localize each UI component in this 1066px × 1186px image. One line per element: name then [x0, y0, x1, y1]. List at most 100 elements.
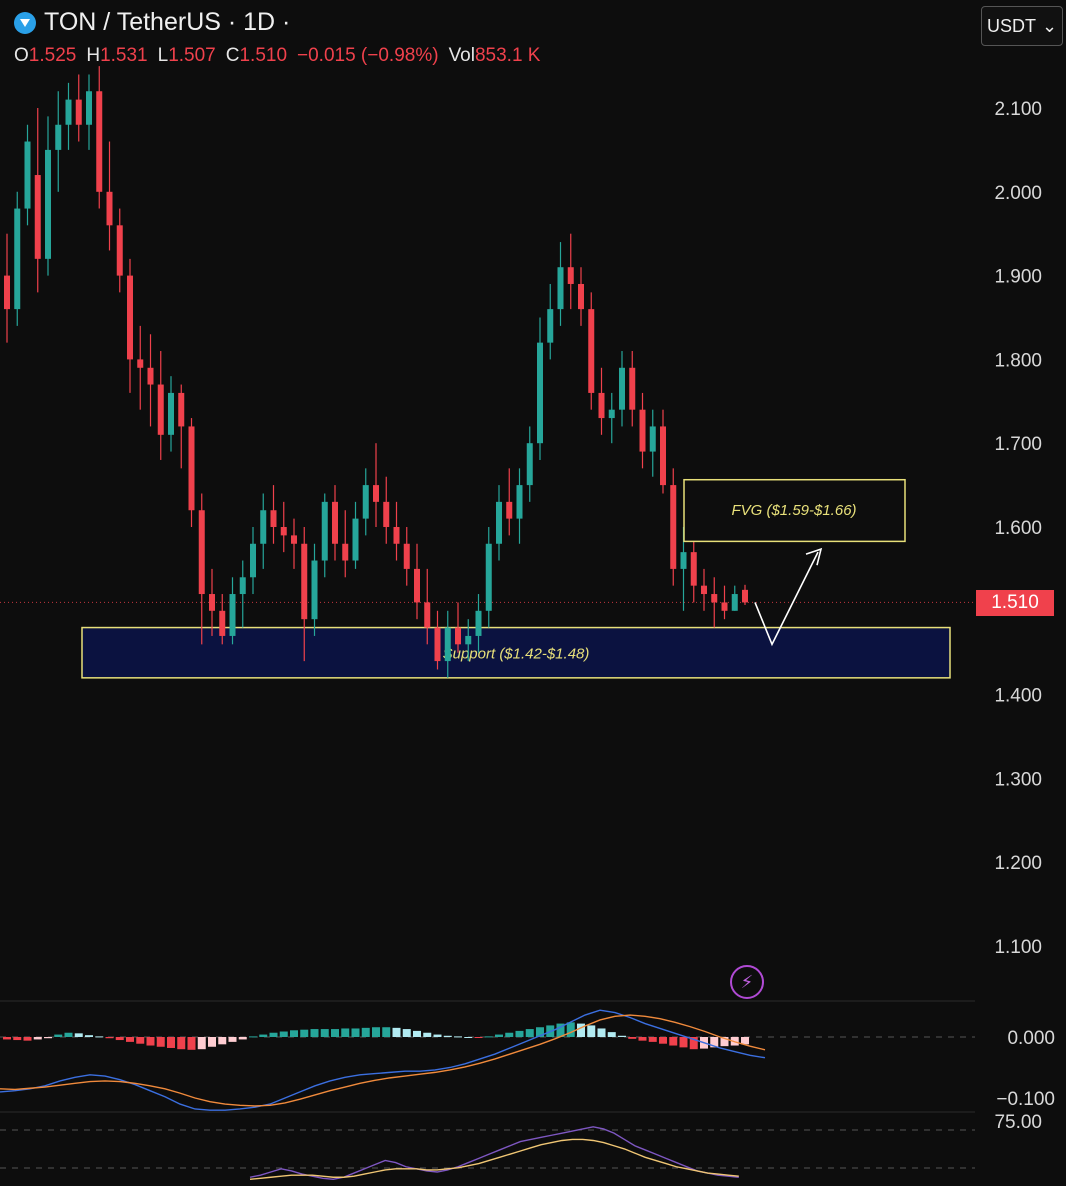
macd-histogram-bar — [392, 1027, 401, 1037]
candlestick-series — [4, 66, 748, 678]
macd-histogram-bar — [177, 1037, 186, 1050]
macd-histogram-bar — [525, 1029, 534, 1037]
macd-histogram-bar — [536, 1027, 544, 1037]
macd-histogram-bar — [618, 1035, 626, 1037]
candle — [639, 392, 646, 469]
macd-histogram-bar — [402, 1029, 411, 1037]
low-value: 1.507 — [168, 45, 216, 66]
candle-body — [75, 99, 82, 125]
close-value: 1.510 — [239, 45, 288, 66]
symbol-title[interactable]: TON / TetherUS · 1D · — [44, 8, 291, 36]
last-price-tag: 1.510 — [976, 590, 1054, 616]
macd-histogram-bar — [659, 1037, 667, 1044]
candle-body — [721, 602, 728, 611]
macd-histogram-bar — [689, 1037, 698, 1050]
macd-histogram-bar — [443, 1035, 452, 1037]
y-tick-label: 2.000 — [994, 183, 1042, 204]
candle-body — [670, 485, 677, 569]
chart-header: TON / TetherUS · 1D · O1.525 H1.531 L1.5… — [14, 8, 540, 67]
candle-body — [291, 535, 297, 544]
candle — [721, 585, 728, 620]
rsi-pane: 75.00 — [0, 1111, 1042, 1181]
macd-histogram-bar — [64, 1032, 73, 1037]
macd-histogram-bar — [167, 1037, 175, 1048]
candle — [701, 568, 707, 611]
macd-histogram-bar — [413, 1030, 421, 1037]
candle — [86, 74, 92, 150]
candle — [608, 392, 615, 444]
support-zone-label: Support ($1.42-$1.48) — [443, 646, 590, 663]
macd-histogram-bar — [13, 1037, 22, 1041]
lightning-icon[interactable]: ⚡ — [730, 965, 764, 999]
candle-body — [4, 275, 10, 310]
macd-histogram-bar — [474, 1037, 483, 1038]
candle-body — [55, 124, 62, 150]
candle-body — [649, 426, 656, 452]
y-tick-label: 1.200 — [994, 853, 1042, 874]
macd-histogram-bar — [648, 1037, 657, 1042]
candle — [506, 468, 513, 536]
macd-histogram-bar — [218, 1037, 227, 1045]
candle — [239, 560, 246, 628]
candle — [373, 443, 379, 527]
macd-histogram-bar — [351, 1028, 360, 1037]
candle-body — [147, 367, 154, 385]
macd-histogram-bar — [197, 1037, 206, 1050]
support-zone — [81, 626, 951, 679]
candle — [137, 325, 144, 410]
candle — [547, 283, 554, 360]
macd-histogram-bar — [136, 1037, 145, 1044]
candle — [352, 501, 359, 569]
candle-body — [168, 392, 174, 435]
candle — [270, 485, 277, 544]
candle — [475, 594, 482, 653]
candle — [280, 501, 287, 553]
candle-body — [34, 175, 41, 259]
candle-body — [588, 309, 595, 393]
macd-histogram-bar — [484, 1036, 493, 1038]
high-label: H — [86, 45, 101, 66]
candle-body — [86, 91, 92, 125]
y-tick-label: 1.700 — [994, 434, 1042, 455]
candle-body — [14, 208, 21, 310]
macd-histogram-bar — [310, 1029, 319, 1037]
candle-body — [403, 543, 410, 569]
macd-histogram-bar — [331, 1029, 339, 1037]
macd-histogram-bar — [423, 1032, 432, 1037]
candle-body — [116, 225, 123, 276]
candle — [96, 66, 103, 209]
macd-histogram-bar — [54, 1034, 63, 1037]
macd-histogram-bar — [85, 1035, 93, 1037]
open-label: O — [14, 45, 29, 66]
macd-histogram-bar — [259, 1034, 268, 1037]
candle-body — [660, 426, 666, 486]
candle — [588, 292, 595, 410]
candle-body — [188, 426, 195, 511]
candle-body — [608, 409, 615, 419]
candle-body — [362, 485, 369, 519]
candle-body — [321, 501, 328, 561]
candle-body — [239, 577, 246, 595]
candle-body — [301, 543, 308, 620]
candle-body — [178, 392, 185, 427]
macd-histogram-bar — [249, 1036, 257, 1038]
candle — [403, 527, 410, 586]
y-tick-label: 1.900 — [994, 267, 1042, 288]
macd-histogram-bar — [269, 1032, 278, 1037]
candle — [578, 267, 584, 326]
candle-body — [280, 527, 287, 536]
candle — [34, 108, 41, 293]
y-tick-label: 1.400 — [994, 686, 1042, 707]
candle — [383, 476, 390, 544]
candle — [496, 485, 502, 561]
macd-histogram-bar — [126, 1037, 134, 1042]
candle-body — [332, 501, 338, 544]
macd-histogram-bar — [300, 1029, 309, 1037]
candle-body — [578, 283, 584, 310]
candle-body — [690, 552, 697, 586]
candle-body — [465, 635, 472, 645]
quote-currency-selector[interactable]: USDT ⌄ — [981, 6, 1063, 46]
volume-value: 853.1 K — [474, 45, 541, 66]
fvg-zone — [683, 478, 906, 543]
